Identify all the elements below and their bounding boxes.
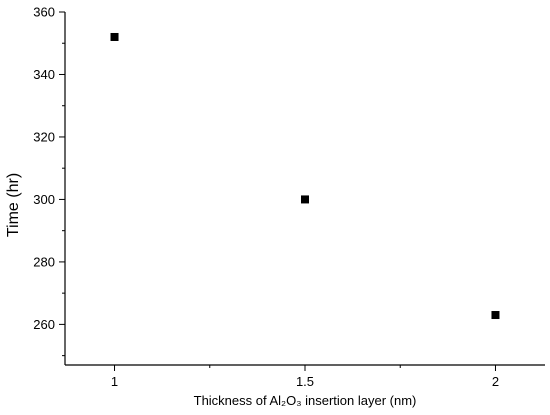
data-point [301,195,309,204]
x-tick-label: 2 [492,374,499,389]
data-point [491,311,500,320]
x-axis-title: Thickness of Al₂O₃ insertion layer (nm) [194,393,417,408]
data-points [110,32,500,320]
x-tick-label: 1.5 [296,374,314,389]
y-tick-label: 280 [33,254,55,269]
x-tick-label: 1 [111,374,118,389]
data-point [110,32,119,41]
y-tick-label: 300 [33,192,55,207]
y-axis-title: Time (hr) [5,173,22,237]
y-tick-label: 360 [33,5,55,20]
tick-labels: 260 280 300 320 340 360 1 1.5 2 [33,5,499,390]
y-tick-label: 320 [33,129,55,144]
y-tick-label: 340 [33,67,55,82]
axis-ticks [59,11,496,371]
axes [64,12,545,366]
y-tick-label: 260 [33,317,55,332]
